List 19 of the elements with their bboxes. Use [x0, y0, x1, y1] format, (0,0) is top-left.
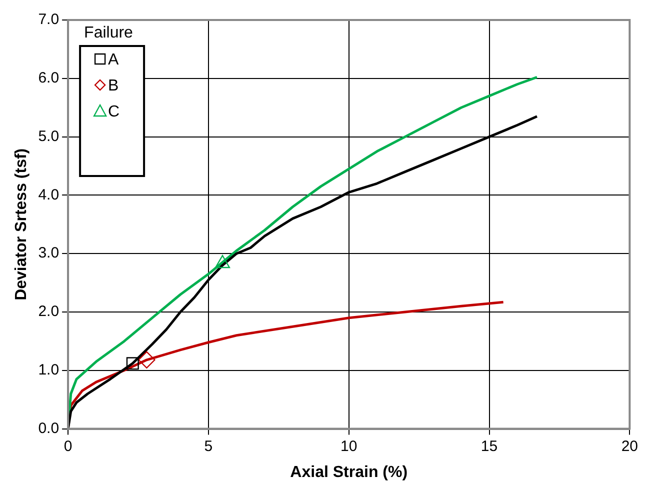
x-axis-title: Axial Strain (%) — [290, 464, 408, 481]
y-tick-label: 0.0 — [38, 420, 60, 437]
x-tick-label: 0 — [64, 438, 72, 455]
y-tick-label: 4.0 — [38, 186, 60, 204]
legend-title: Failure — [84, 24, 134, 42]
x-tick-label: 5 — [204, 438, 213, 455]
legend-label: A — [108, 51, 120, 68]
y-tick-label: 7.0 — [38, 11, 60, 28]
y-tick-label: 2.0 — [38, 303, 60, 320]
x-tick-label: 15 — [480, 438, 498, 455]
x-tick-label: 20 — [621, 438, 638, 455]
y-tick-label: 5.0 — [38, 128, 60, 145]
legend-label: C — [108, 103, 120, 120]
y-tick-label: 1.0 — [38, 362, 60, 379]
x-tick-label: 10 — [340, 438, 358, 455]
y-axis-title: Deviator Srtess (tsf) — [13, 148, 30, 300]
legend-label: B — [108, 77, 119, 94]
y-tick-label: 6.0 — [38, 70, 60, 87]
y-tick-label: 3.0 — [38, 244, 60, 262]
